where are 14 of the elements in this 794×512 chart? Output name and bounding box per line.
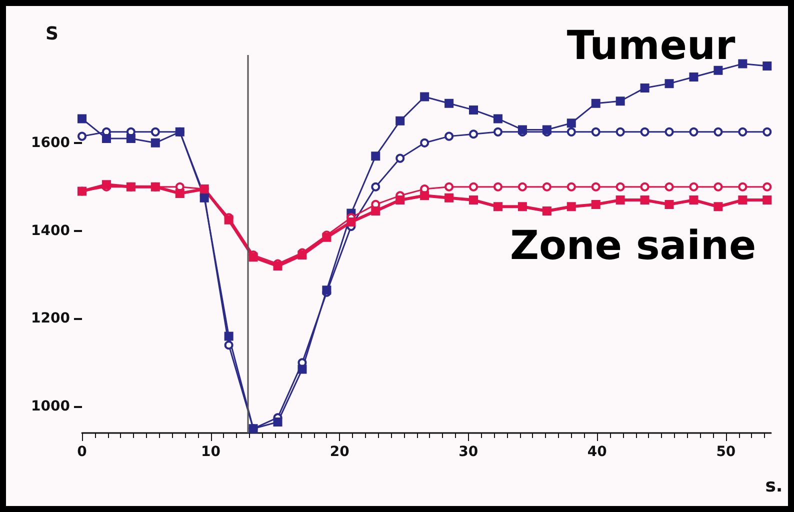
annotation: Zone saine: [510, 223, 756, 269]
x-tick-label: 0: [77, 444, 88, 460]
y-tick-label: 1400: [31, 222, 70, 239]
x-tick-label: 40: [587, 444, 608, 460]
x-tick-label: 30: [458, 444, 478, 460]
x-tick-label: 50: [716, 444, 736, 460]
y-tick-label: 1200: [31, 310, 70, 327]
x-axis-title: s.: [765, 476, 783, 496]
y-axis-title: S: [46, 24, 58, 44]
y-tick-label: 1000: [31, 398, 70, 415]
x-tick-label: 20: [330, 444, 350, 460]
annotation: Tumeur: [566, 23, 736, 69]
y-tick-label: 1600: [31, 134, 70, 151]
x-tick-label: 10: [201, 444, 221, 460]
